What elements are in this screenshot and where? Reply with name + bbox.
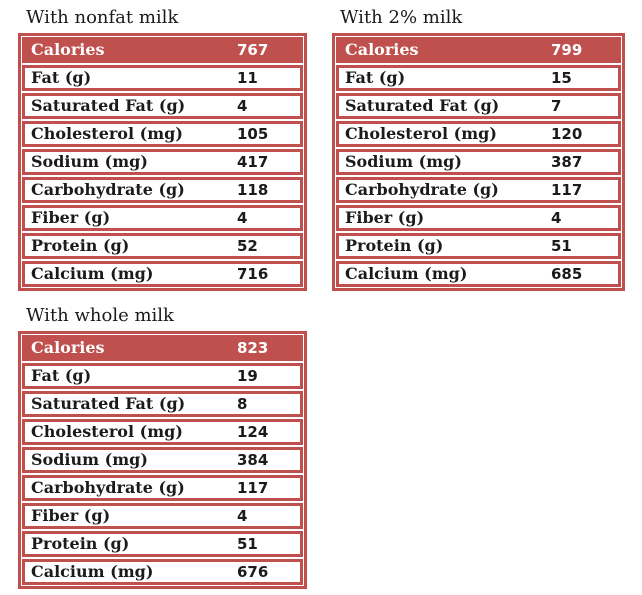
table-title: With 2% milk [340,7,463,28]
row-label: Calcium (mg) [31,264,154,283]
row-label: Calcium (mg) [31,562,154,581]
table-row: Saturated Fat (g) 7 [336,93,621,119]
row-value: 117 [551,181,583,199]
row-label: Saturated Fat (g) [345,96,500,115]
row-value: 685 [551,265,583,283]
whole-milk-section: With whole milk Calories 823 Fat (g) 19 … [18,306,307,589]
table-row: Sodium (mg) 384 [22,447,303,473]
row-value: 4 [237,507,248,525]
row-value: 4 [237,97,248,115]
row-label: Calories [345,40,419,59]
table-row: Cholesterol (mg) 105 [22,121,303,147]
row-value: 823 [237,339,269,357]
row-value: 52 [237,237,258,255]
row-value: 118 [237,181,269,199]
table-row: Sodium (mg) 387 [336,149,621,175]
table-row: Fat (g) 15 [336,65,621,91]
table-row: Sodium (mg) 417 [22,149,303,175]
row-value: 117 [237,479,269,497]
table-row: Cholesterol (mg) 120 [336,121,621,147]
row-label: Saturated Fat (g) [31,96,186,115]
row-label: Fat (g) [31,366,92,385]
table-row: Carbohydrate (g) 117 [336,177,621,203]
row-label: Sodium (mg) [31,450,148,469]
row-label: Calories [31,40,105,59]
table-title: With whole milk [26,305,174,326]
row-value: 384 [237,451,269,469]
header-row: Calories 767 [22,37,303,63]
table-row: Calcium (mg) 716 [22,261,303,287]
two-percent-milk-section: With 2% milk Calories 799 Fat (g) 15 Sat… [332,8,625,291]
row-label: Fiber (g) [345,208,425,227]
table-row: Cholesterol (mg) 124 [22,419,303,445]
table-row: Carbohydrate (g) 117 [22,475,303,501]
row-value: 124 [237,423,269,441]
row-label: Carbohydrate (g) [31,478,185,497]
table-row: Protein (g) 51 [22,531,303,557]
header-row: Calories 799 [336,37,621,63]
table-row: Fat (g) 11 [22,65,303,91]
row-label: Fat (g) [31,68,92,87]
table-row: Protein (g) 51 [336,233,621,259]
row-label: Fiber (g) [31,208,111,227]
table-row: Fiber (g) 4 [336,205,621,231]
header-row: Calories 823 [22,335,303,361]
row-label: Protein (g) [31,534,130,553]
row-label: Saturated Fat (g) [31,394,186,413]
row-label: Cholesterol (mg) [345,124,497,143]
nutrition-table-2percent: Calories 799 Fat (g) 15 Saturated Fat (g… [332,33,625,291]
row-value: 8 [237,395,248,413]
row-value: 19 [237,367,258,385]
row-value: 799 [551,41,583,59]
table-row: Calcium (mg) 676 [22,559,303,585]
row-label: Protein (g) [31,236,130,255]
row-value: 4 [551,209,562,227]
row-value: 51 [237,535,258,553]
row-label: Protein (g) [345,236,444,255]
nutrition-table-nonfat: Calories 767 Fat (g) 11 Saturated Fat (g… [18,33,307,291]
row-value: 4 [237,209,248,227]
row-value: 417 [237,153,269,171]
row-label: Cholesterol (mg) [31,124,183,143]
row-label: Cholesterol (mg) [31,422,183,441]
row-value: 15 [551,69,572,87]
row-value: 767 [237,41,269,59]
row-label: Sodium (mg) [31,152,148,171]
row-label: Sodium (mg) [345,152,462,171]
row-value: 120 [551,125,583,143]
table-row: Fiber (g) 4 [22,503,303,529]
table-row: Saturated Fat (g) 4 [22,93,303,119]
row-value: 716 [237,265,269,283]
table-row: Carbohydrate (g) 118 [22,177,303,203]
row-value: 387 [551,153,583,171]
table-row: Saturated Fat (g) 8 [22,391,303,417]
row-value: 105 [237,125,269,143]
row-label: Carbohydrate (g) [31,180,185,199]
row-label: Fiber (g) [31,506,111,525]
table-title: With nonfat milk [26,7,179,28]
table-row: Protein (g) 52 [22,233,303,259]
row-label: Calcium (mg) [345,264,468,283]
row-label: Calories [31,338,105,357]
table-row: Fiber (g) 4 [22,205,303,231]
row-value: 7 [551,97,562,115]
table-row: Fat (g) 19 [22,363,303,389]
row-value: 676 [237,563,269,581]
nonfat-milk-section: With nonfat milk Calories 767 Fat (g) 11… [18,8,307,291]
row-value: 51 [551,237,572,255]
table-row: Calcium (mg) 685 [336,261,621,287]
row-label: Fat (g) [345,68,406,87]
row-label: Carbohydrate (g) [345,180,499,199]
nutrition-table-whole: Calories 823 Fat (g) 19 Saturated Fat (g… [18,331,307,589]
row-value: 11 [237,69,258,87]
